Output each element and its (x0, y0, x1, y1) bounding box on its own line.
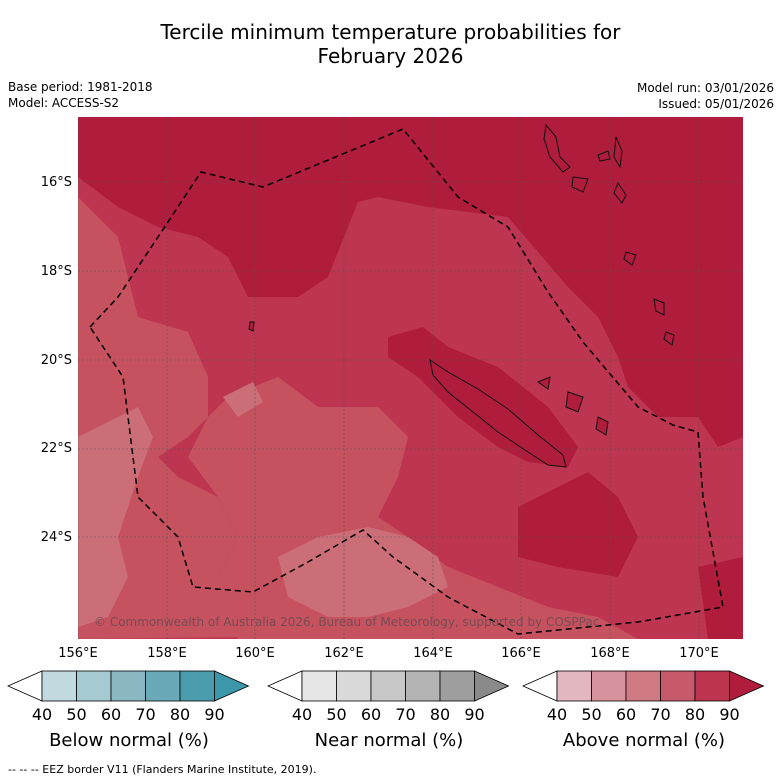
lat-label-18s: 18°S (40, 264, 72, 279)
legend-above-tick: 70 (650, 705, 671, 724)
issued-date: Issued: 05/01/2026 (658, 97, 774, 111)
map-title-line2: February 2026 (317, 44, 464, 68)
legend-above-tick: 40 (546, 705, 568, 724)
legend-above-swatch (591, 670, 627, 702)
map-copyright: © Commonwealth of Australia 2026, Bureau… (94, 615, 599, 629)
legend-above-swatch (625, 670, 661, 702)
lat-label-20s: 20°S (40, 353, 72, 368)
lon-label-170e: 170°E (679, 646, 719, 661)
zone-above-70-west (78, 197, 258, 639)
legend-near-tick: 60 (360, 705, 382, 724)
legend-below-max-arrow (214, 670, 250, 702)
base-period: Base period: 1981-2018 (8, 80, 153, 94)
zone-above-90-southeast (518, 472, 638, 577)
legend-below-swatch (179, 670, 215, 702)
legend-near-min-arrow (267, 670, 303, 702)
model-name: Model: ACCESS-S2 (8, 96, 120, 110)
legend-near-tick: 80 (429, 705, 451, 724)
zone-above-60-south (278, 527, 448, 617)
probability-map: © Commonwealth of Australia 2026, Bureau… (78, 117, 743, 639)
legend-above-swatch (556, 670, 592, 702)
eez-border (89, 128, 724, 635)
legend-below-tick: 90 (204, 705, 225, 724)
lon-label-158e: 158°E (147, 646, 187, 661)
legend-above-swatch (660, 670, 696, 702)
zone-above-60-center (223, 382, 263, 417)
legend-title-near: Near normal (%) (314, 730, 464, 751)
legend-near-max-arrow (474, 670, 510, 702)
loyalty-islands (536, 376, 609, 436)
legend-above-max-arrow (729, 670, 765, 702)
lon-label-156e: 156°E (58, 646, 98, 661)
lon-label-162e: 162°E (324, 646, 364, 661)
legend-below-tick: 80 (169, 705, 191, 724)
legend-near-tick: 50 (326, 705, 347, 724)
zone-above-90-north (78, 117, 743, 447)
legend-above-tick: 90 (719, 705, 740, 724)
legend-above-tick: 60 (615, 705, 637, 724)
vanuatu-islands (543, 123, 675, 346)
legend-above-tick: 80 (684, 705, 706, 724)
legend-below-tick: 70 (135, 705, 156, 724)
legend-below-swatch (41, 670, 77, 702)
legend-below-tick: 60 (100, 705, 122, 724)
legend-above-min-arrow (522, 670, 558, 702)
lon-label-168e: 168°E (590, 646, 630, 661)
legend-below-swatch (110, 670, 146, 702)
legend-near-swatch (439, 670, 475, 702)
legend-near-tick: 90 (464, 705, 485, 724)
legend-title-above: Above normal (%) (562, 730, 726, 751)
legend-above-swatch (694, 670, 730, 702)
small-island (248, 321, 255, 332)
lon-label-164e: 164°E (413, 646, 453, 661)
lon-label-160e: 160°E (235, 646, 275, 661)
lon-label-166e: 166°E (501, 646, 541, 661)
legend-near-swatch (301, 670, 337, 702)
lat-label-22s: 22°S (40, 441, 72, 456)
legend-below-tick: 50 (66, 705, 87, 724)
zone-above-90-far-southeast (698, 557, 743, 639)
map-title-line1: Tercile minimum temperature probabilitie… (160, 20, 621, 44)
legend-near-tick: 70 (395, 705, 416, 724)
new-caledonia-island (429, 358, 567, 468)
legend-below-tick: 40 (31, 705, 53, 724)
legend-below-swatch (76, 670, 112, 702)
legend-near-swatch (336, 670, 372, 702)
eez-footnote: -- -- -- EEZ border V11 (Flanders Marine… (8, 763, 317, 776)
legend-title-below: Below normal (%) (49, 730, 209, 751)
legend-near-swatch (370, 670, 406, 702)
legend-bars (7, 670, 765, 702)
legend-below-swatch (145, 670, 181, 702)
lat-label-16s: 16°S (40, 175, 72, 190)
model-run: Model run: 03/01/2026 (636, 81, 774, 95)
legend-near-swatch (405, 670, 441, 702)
map-graticule (78, 117, 743, 639)
legend-below-min-arrow (7, 670, 43, 702)
legend-above-tick: 50 (581, 705, 602, 724)
legend-near-tick: 40 (291, 705, 313, 724)
lat-label-24s: 24°S (40, 530, 72, 545)
